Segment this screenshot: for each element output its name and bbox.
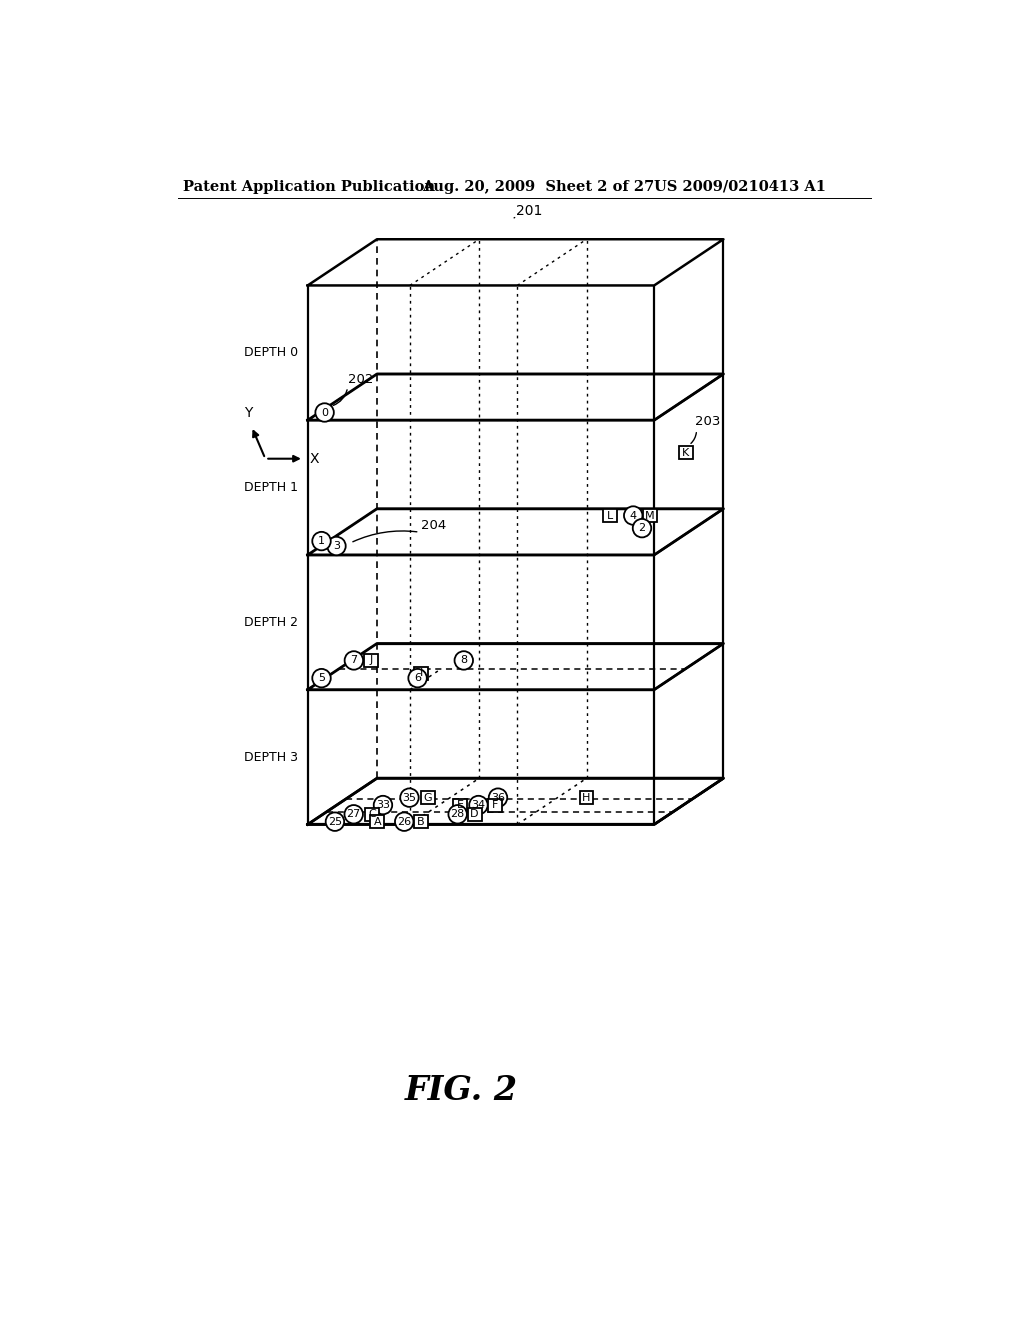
Text: 202: 202	[348, 372, 373, 385]
Text: 1: 1	[318, 536, 325, 546]
Text: 35: 35	[402, 792, 417, 803]
Text: J: J	[370, 656, 373, 665]
Text: B: B	[418, 817, 425, 826]
Circle shape	[400, 788, 419, 807]
Text: X: X	[310, 451, 319, 466]
Circle shape	[326, 812, 344, 830]
Circle shape	[328, 537, 346, 556]
Text: DEPTH 1: DEPTH 1	[245, 480, 298, 494]
Text: 0: 0	[322, 408, 328, 417]
Text: 27: 27	[346, 809, 360, 820]
Text: 7: 7	[350, 656, 357, 665]
Text: FIG. 2: FIG. 2	[406, 1073, 518, 1106]
Text: 201: 201	[515, 203, 542, 218]
FancyBboxPatch shape	[415, 816, 428, 828]
Text: 3: 3	[333, 541, 340, 550]
FancyBboxPatch shape	[603, 510, 617, 523]
Text: 5: 5	[318, 673, 325, 684]
Text: 25: 25	[328, 817, 342, 826]
Circle shape	[449, 805, 467, 824]
Text: 4: 4	[630, 511, 637, 520]
Text: 36: 36	[490, 792, 505, 803]
Text: D: D	[470, 809, 479, 820]
FancyBboxPatch shape	[415, 667, 428, 680]
Circle shape	[455, 651, 473, 669]
Text: I: I	[420, 668, 423, 678]
Text: DEPTH 3: DEPTH 3	[245, 751, 298, 763]
Circle shape	[374, 796, 392, 814]
Text: C: C	[369, 809, 376, 820]
Text: DEPTH 2: DEPTH 2	[245, 616, 298, 628]
Text: DEPTH 0: DEPTH 0	[245, 346, 298, 359]
FancyBboxPatch shape	[371, 816, 384, 828]
Text: 6: 6	[414, 673, 421, 684]
Circle shape	[344, 805, 362, 824]
Text: US 2009/0210413 A1: US 2009/0210413 A1	[654, 180, 826, 194]
FancyBboxPatch shape	[580, 791, 594, 804]
FancyBboxPatch shape	[453, 799, 467, 812]
Text: 204: 204	[421, 519, 446, 532]
FancyBboxPatch shape	[679, 446, 692, 459]
Text: 2: 2	[638, 523, 645, 533]
Circle shape	[624, 507, 642, 525]
Text: 8: 8	[460, 656, 467, 665]
Circle shape	[315, 404, 334, 422]
Text: Y: Y	[244, 407, 253, 420]
Circle shape	[395, 812, 414, 830]
Circle shape	[312, 532, 331, 550]
FancyBboxPatch shape	[643, 510, 657, 523]
Text: M: M	[645, 511, 655, 520]
Text: H: H	[583, 792, 591, 803]
Circle shape	[633, 519, 651, 537]
Text: E: E	[457, 800, 464, 810]
Text: 203: 203	[695, 416, 720, 428]
Text: 33: 33	[376, 800, 390, 810]
Text: Aug. 20, 2009  Sheet 2 of 27: Aug. 20, 2009 Sheet 2 of 27	[422, 180, 654, 194]
FancyBboxPatch shape	[421, 791, 435, 804]
Text: K: K	[682, 447, 689, 458]
Text: G: G	[424, 792, 432, 803]
Text: 26: 26	[397, 817, 412, 826]
Text: L: L	[607, 511, 613, 520]
Circle shape	[469, 796, 487, 814]
FancyBboxPatch shape	[468, 808, 481, 821]
Circle shape	[488, 788, 507, 807]
Text: A: A	[374, 817, 381, 826]
FancyBboxPatch shape	[364, 653, 378, 667]
Text: 28: 28	[451, 809, 465, 820]
Text: 34: 34	[471, 800, 485, 810]
Circle shape	[312, 669, 331, 688]
FancyBboxPatch shape	[488, 799, 503, 812]
Circle shape	[409, 669, 427, 688]
Text: F: F	[493, 800, 499, 810]
FancyBboxPatch shape	[366, 808, 379, 821]
Text: Patent Application Publication: Patent Application Publication	[183, 180, 435, 194]
Circle shape	[345, 651, 364, 669]
